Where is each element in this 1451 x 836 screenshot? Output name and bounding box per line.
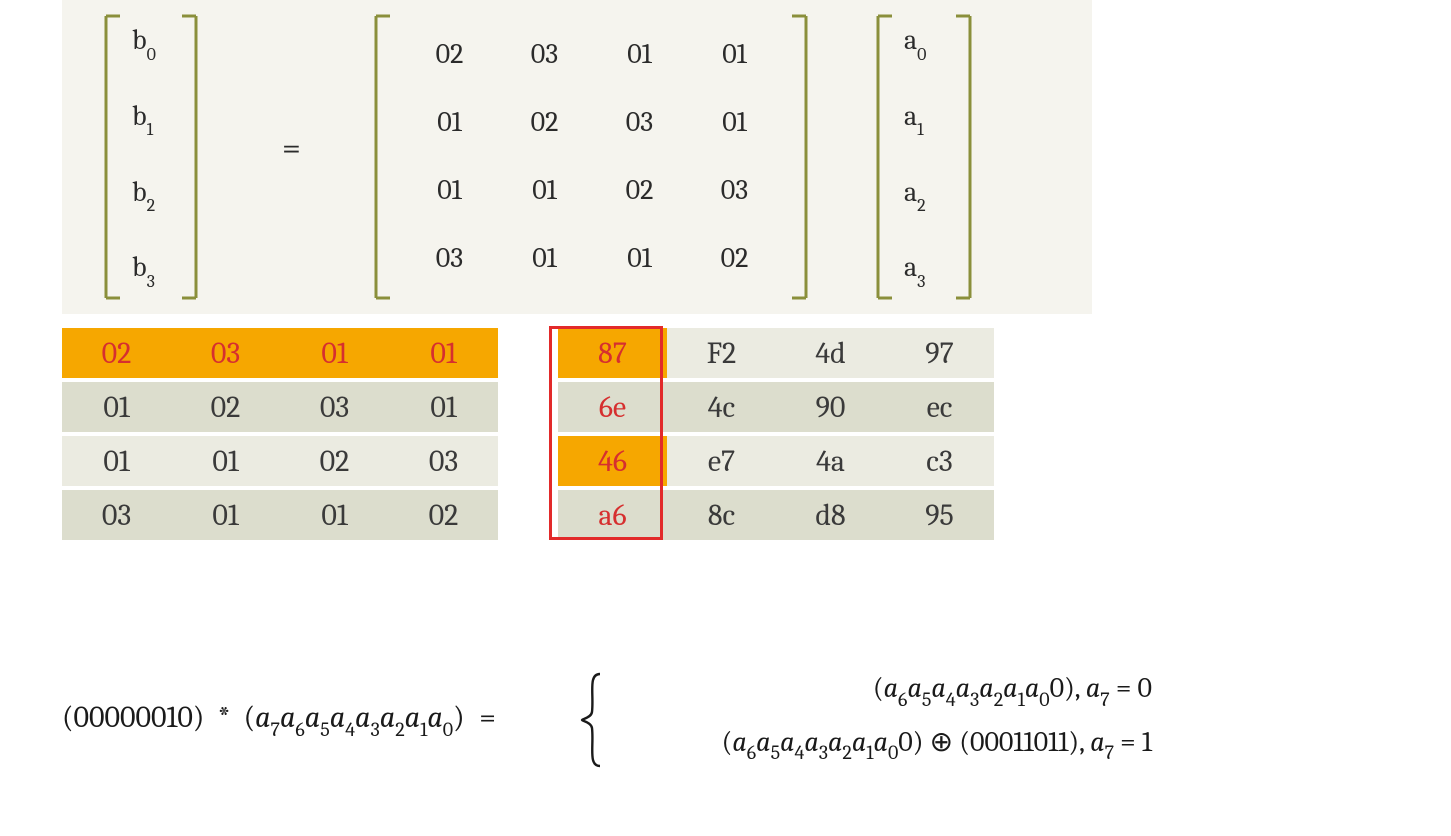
table-row: 46 e7 4a c3 [558, 436, 994, 486]
tables-row: 02 03 01 01 01 02 03 01 01 01 02 03 03 0… [62, 324, 1092, 544]
right-table: 87 F2 4d 97 6e 4c 90 ec 46 e7 4a c3 a6 8… [558, 324, 994, 544]
cell: ec [885, 382, 994, 432]
cell: 02 [389, 490, 498, 540]
cell: 03 [171, 328, 280, 378]
b0: b0 [132, 24, 156, 61]
equals-sign: = [282, 128, 301, 168]
cell: 02 [62, 328, 171, 378]
cell: 01 [62, 382, 171, 432]
matrix-bracket-left [372, 14, 392, 300]
m-0-2: 01 [592, 38, 687, 70]
cell: 02 [171, 382, 280, 432]
table-row: 02 03 01 01 [62, 328, 498, 378]
brace-icon [578, 672, 604, 768]
cell: 01 [171, 490, 280, 540]
cell: a6 [558, 490, 667, 540]
b-bracket-right [180, 14, 200, 300]
table-row: 01 02 03 01 [62, 382, 498, 432]
m-0-3: 01 [687, 38, 782, 70]
cell: 95 [885, 490, 994, 540]
cell: 4c [667, 382, 776, 432]
cell: 90 [776, 382, 885, 432]
cell: 4a [776, 436, 885, 486]
m-2-1: 01 [497, 174, 592, 206]
xtime-formula: (00000010) * (a7a6a5a4a3a2a1a0) = (a6a5a… [62, 700, 1062, 739]
m-1-1: 02 [497, 106, 592, 138]
cell: 6e [558, 382, 667, 432]
a-bracket-left [874, 14, 894, 300]
cell: c3 [885, 436, 994, 486]
a-vector: a0 a1 a2 a3 [904, 24, 926, 288]
star-op [211, 700, 218, 735]
table-row: 01 01 02 03 [62, 436, 498, 486]
a2: a2 [904, 176, 926, 213]
byte-a-sequence: a7a6a5a4a3a2a1a0 [255, 700, 453, 735]
m-3-3: 02 [687, 242, 782, 274]
b-vector: b0 b1 b2 b3 [132, 24, 156, 288]
page: b0 b1 b2 b3 = 02030101 01020301 01010203… [62, 0, 1092, 544]
cell: 03 [62, 490, 171, 540]
table-row: 87 F2 4d 97 [558, 328, 994, 378]
m-1-0: 01 [402, 106, 497, 138]
left-table: 02 03 01 01 01 02 03 01 01 01 02 03 03 0… [62, 324, 498, 544]
matrix-bracket-right [790, 14, 810, 300]
m-0-0: 02 [402, 38, 497, 70]
a-bracket-right [954, 14, 974, 300]
m-2-3: 03 [687, 174, 782, 206]
cell: 8c [667, 490, 776, 540]
table-row: 03 01 01 02 [62, 490, 498, 540]
b1: b1 [132, 100, 156, 137]
m-1-3: 01 [687, 106, 782, 138]
equals: = [479, 700, 496, 735]
cell: 01 [62, 436, 171, 486]
cell: 03 [389, 436, 498, 486]
a1: a1 [904, 100, 926, 137]
star: * [218, 700, 231, 735]
mix-matrix: 02030101 01020301 01010203 03010102 [402, 20, 782, 292]
m-3-1: 01 [497, 242, 592, 274]
cell: 01 [280, 490, 389, 540]
cell: 4d [776, 328, 885, 378]
m-3-2: 01 [592, 242, 687, 274]
cell: 01 [389, 382, 498, 432]
cell: 01 [171, 436, 280, 486]
mixcolumns-equation: b0 b1 b2 b3 = 02030101 01020301 01010203… [62, 0, 1092, 314]
b3: b3 [132, 251, 156, 288]
m-0-1: 03 [497, 38, 592, 70]
cell: 46 [558, 436, 667, 486]
cell: e7 [667, 436, 776, 486]
lhs-bits: (00000010) [62, 700, 204, 735]
a3: a3 [904, 251, 926, 288]
cell: 01 [280, 328, 389, 378]
b2: b2 [132, 176, 156, 213]
m-1-2: 03 [592, 106, 687, 138]
cell: 03 [280, 382, 389, 432]
case-2: (a6a5a4a3a2a1a00) ⊕ (00011011), a7 = 1 [612, 720, 1152, 774]
cases: (a6a5a4a3a2a1a00), a7 = 0 (a6a5a4a3a2a1a… [612, 666, 1152, 773]
table-row: 6e 4c 90 ec [558, 382, 994, 432]
table-row: a6 8c d8 95 [558, 490, 994, 540]
cell: 97 [885, 328, 994, 378]
m-3-0: 03 [402, 242, 497, 274]
m-2-2: 02 [592, 174, 687, 206]
cell: 02 [280, 436, 389, 486]
cell: 01 [389, 328, 498, 378]
cell: F2 [667, 328, 776, 378]
a0: a0 [904, 24, 926, 61]
case-1: (a6a5a4a3a2a1a00), a7 = 0 [612, 666, 1152, 720]
b-bracket-left [102, 14, 122, 300]
m-2-0: 01 [402, 174, 497, 206]
cell: d8 [776, 490, 885, 540]
cell: 87 [558, 328, 667, 378]
